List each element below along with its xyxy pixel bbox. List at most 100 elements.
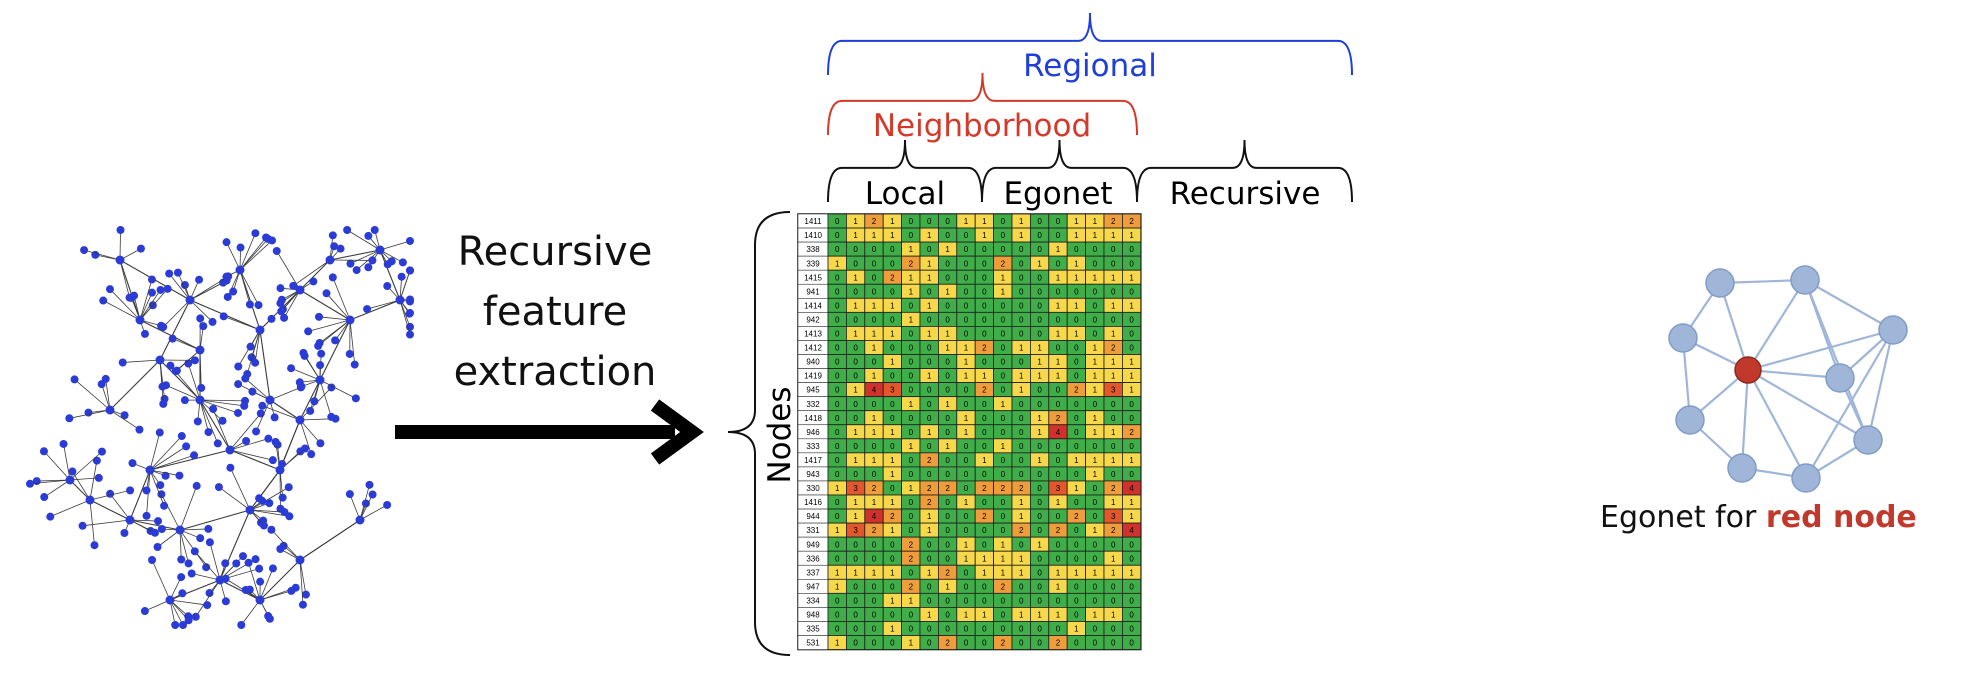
network-node bbox=[126, 486, 135, 495]
matrix-cell-value: 1 bbox=[1093, 372, 1098, 381]
network-node bbox=[267, 525, 276, 534]
network-node bbox=[355, 515, 365, 525]
matrix-cell-value: 0 bbox=[982, 596, 987, 605]
network-node bbox=[78, 521, 87, 530]
network-node bbox=[195, 345, 205, 355]
matrix-cell-value: 0 bbox=[964, 315, 969, 324]
matrix-cell-value: 0 bbox=[1037, 526, 1042, 535]
matrix-cell-value: 0 bbox=[1074, 470, 1079, 479]
matrix-cell-value: 0 bbox=[1111, 245, 1116, 254]
matrix-cell-value: 1 bbox=[1019, 372, 1024, 381]
network-edge bbox=[149, 449, 231, 471]
network-node bbox=[328, 273, 337, 282]
matrix-cell-value: 0 bbox=[1001, 456, 1006, 465]
matrix-cell-value: 0 bbox=[909, 372, 914, 381]
matrix-cell-value: 0 bbox=[927, 287, 932, 296]
matrix-cell-value: 1 bbox=[1056, 582, 1061, 591]
arrow-head bbox=[650, 399, 704, 465]
network-node bbox=[287, 364, 296, 373]
network-node bbox=[125, 515, 135, 525]
matrix-cell-value: 1 bbox=[1037, 611, 1042, 620]
matrix-cell-value: 0 bbox=[964, 400, 969, 409]
network-node bbox=[184, 616, 193, 625]
matrix-cell-value: 0 bbox=[853, 315, 858, 324]
network-node bbox=[221, 574, 230, 583]
matrix-cell-value: 2 bbox=[1001, 484, 1006, 493]
matrix-cell-value: 1 bbox=[927, 568, 932, 577]
matrix-cell-value: 0 bbox=[964, 330, 969, 339]
network-edge bbox=[229, 438, 269, 451]
matrix-cell-value: 4 bbox=[872, 512, 877, 521]
matrix-cell-value: 0 bbox=[835, 442, 840, 451]
matrix-cell-value: 0 bbox=[1056, 456, 1061, 465]
network-node bbox=[255, 325, 265, 335]
network-edge bbox=[240, 599, 261, 626]
matrix-cell-value: 2 bbox=[1019, 484, 1024, 493]
matrix-cell-value: 0 bbox=[1056, 315, 1061, 324]
matrix-cell-value: 2 bbox=[872, 526, 877, 535]
egonet-node bbox=[1668, 323, 1698, 353]
matrix-cell-value: 1 bbox=[853, 231, 858, 240]
matrix-cell-value: 0 bbox=[1056, 217, 1061, 226]
network-edge bbox=[129, 519, 159, 522]
matrix-cell-value: 0 bbox=[1093, 400, 1098, 409]
matrix-cell-value: 2 bbox=[1074, 512, 1079, 521]
network-edge bbox=[162, 299, 191, 328]
network-edge bbox=[89, 460, 98, 501]
matrix-cell-value: 2 bbox=[1111, 217, 1116, 226]
network-edge bbox=[29, 479, 71, 485]
matrix-cell-value: 0 bbox=[1019, 414, 1024, 423]
matrix-cell-value: 0 bbox=[927, 358, 932, 367]
network-node bbox=[165, 269, 174, 278]
matrix-cell-value: 0 bbox=[1037, 498, 1042, 507]
network-node bbox=[166, 361, 175, 370]
network-node bbox=[239, 552, 248, 561]
matrix-cell-value: 1 bbox=[982, 217, 987, 226]
network-node bbox=[246, 342, 255, 351]
matrix-cell-value: 1 bbox=[1037, 414, 1042, 423]
matrix-cell-value: 0 bbox=[872, 625, 877, 634]
matrix-cell-value: 1 bbox=[1019, 344, 1024, 353]
matrix-cell-value: 0 bbox=[1037, 484, 1042, 493]
network-edge bbox=[249, 509, 285, 513]
matrix-cell-value: 1 bbox=[853, 568, 858, 577]
matrix-cell-value: 1 bbox=[1037, 344, 1042, 353]
matrix-cell-value: 0 bbox=[1074, 540, 1079, 549]
matrix-cell-value: 0 bbox=[927, 554, 932, 563]
network-node bbox=[84, 408, 93, 417]
matrix-cell-value: 0 bbox=[1001, 330, 1006, 339]
matrix-cell-value: 0 bbox=[1074, 498, 1079, 507]
network-node bbox=[310, 397, 319, 406]
matrix-cell-value: 1 bbox=[1074, 568, 1079, 577]
matrix-cell-value: 1 bbox=[964, 372, 969, 381]
matrix-cell-value: 0 bbox=[909, 231, 914, 240]
network-edge bbox=[239, 238, 269, 271]
matrix-cell bbox=[1122, 635, 1142, 650]
matrix-cell-value: 2 bbox=[1056, 639, 1061, 648]
network-node bbox=[309, 277, 318, 286]
matrix-cell-value: 0 bbox=[872, 245, 877, 254]
network-node bbox=[295, 555, 305, 565]
network-node bbox=[179, 621, 188, 629]
matrix-cell-value: 0 bbox=[982, 582, 987, 591]
network-node bbox=[375, 245, 385, 255]
network-node bbox=[345, 490, 354, 499]
matrix-cell-value: 0 bbox=[1129, 540, 1134, 549]
matrix-cell-value: 0 bbox=[982, 315, 987, 324]
matrix-cell-value: 1 bbox=[890, 470, 895, 479]
matrix-cell-value: 0 bbox=[1074, 596, 1079, 605]
row-id-label: 946 bbox=[806, 428, 820, 437]
matrix-cell-value: 0 bbox=[835, 386, 840, 395]
network-edge bbox=[169, 599, 184, 626]
matrix-cell-value: 3 bbox=[1111, 386, 1116, 395]
network-node bbox=[370, 226, 379, 234]
network-node bbox=[222, 238, 231, 247]
network-edge bbox=[189, 299, 213, 323]
network-node bbox=[235, 265, 245, 275]
matrix-cell-value: 0 bbox=[1019, 245, 1024, 254]
matrix-cell-value: 0 bbox=[964, 625, 969, 634]
matrix-cell-value: 0 bbox=[1037, 273, 1042, 282]
network-edge bbox=[280, 289, 301, 312]
network-edge bbox=[359, 494, 373, 521]
network-node bbox=[284, 483, 293, 492]
